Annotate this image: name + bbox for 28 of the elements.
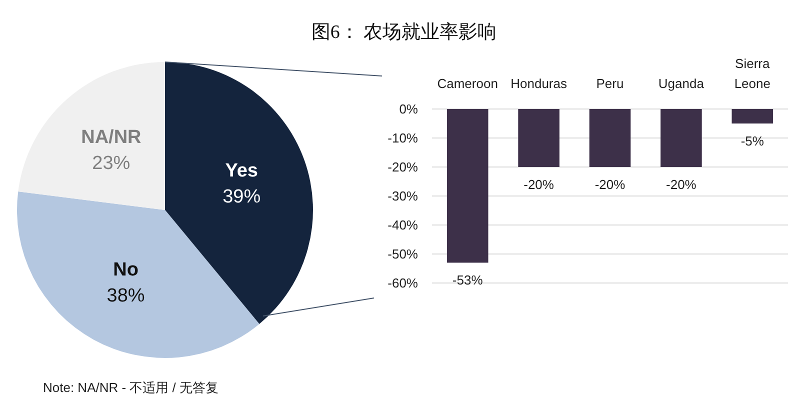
pie-slice xyxy=(18,62,165,210)
data-label: -20% xyxy=(594,177,626,192)
data-label: 38% xyxy=(106,285,145,306)
y-tick-label: -30% xyxy=(388,188,418,204)
slice-label: Yes xyxy=(225,160,258,182)
y-tick-label: -60% xyxy=(388,276,418,291)
y-tick-label: -20% xyxy=(388,160,418,175)
x-tick-label: Uganda xyxy=(658,76,705,91)
x-tick-label: Honduras xyxy=(510,76,568,91)
data-label: -53% xyxy=(452,272,484,288)
data-label: 39% xyxy=(222,186,261,208)
x-tick-label: Cameroon xyxy=(437,76,498,91)
y-tick-label: -10% xyxy=(388,130,418,146)
data-label: -5% xyxy=(740,134,764,148)
y-tick-label: -40% xyxy=(388,218,418,233)
text: Note: NA/NR - 不适用 / 无答复 xyxy=(43,380,219,395)
slice-label: NA/NR xyxy=(81,126,142,148)
x-tick-label: Sierra Leone xyxy=(734,56,771,91)
data-label: 23% xyxy=(92,152,130,174)
x-tick-label: Peru xyxy=(596,76,624,91)
pie-slice xyxy=(165,62,313,324)
text: 图6： 农场就业率影响 xyxy=(311,21,497,43)
y-tick-label: -50% xyxy=(388,246,418,262)
data-label: -20% xyxy=(666,177,697,192)
pie-slice xyxy=(17,191,260,358)
y-tick-label: 0% xyxy=(399,102,418,117)
data-label: -20% xyxy=(524,177,554,192)
slice-label: No xyxy=(113,259,138,280)
